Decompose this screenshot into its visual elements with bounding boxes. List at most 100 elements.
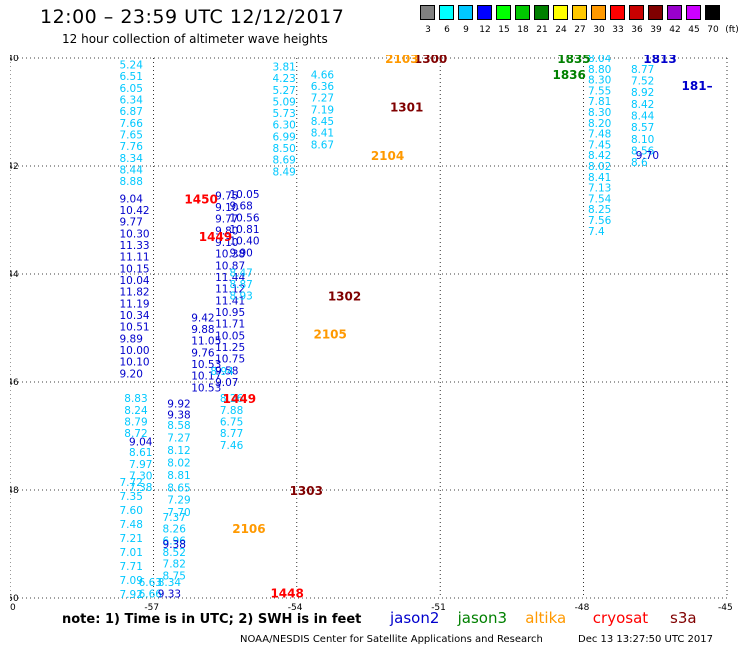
wave-height-value: 6.75	[220, 417, 243, 429]
color-scale-label: 30	[593, 25, 605, 35]
wave-height-value: 8.65	[167, 482, 190, 494]
wave-height-value: 8.26	[163, 524, 187, 536]
wave-height-value: 9.04	[129, 436, 153, 448]
wave-height-value: 11.19	[120, 298, 150, 310]
wave-height-value: 8.45	[311, 116, 334, 128]
color-scale-label: 27	[574, 25, 586, 35]
wave-height-value: 9.10	[215, 202, 238, 214]
wave-height-value: 11.44	[215, 272, 245, 284]
wave-height-value: 8.79	[124, 417, 147, 429]
wave-height-value: 7.55	[588, 85, 611, 97]
wave-height-value: 10.15	[120, 263, 150, 275]
wave-height-value: 6.36	[311, 81, 335, 93]
wave-height-value: 8.81	[167, 470, 190, 482]
wave-height-value: 9.58	[215, 365, 238, 377]
wave-height-value: 9.88	[191, 324, 214, 336]
color-scale-label: (ft)	[725, 25, 739, 35]
wave-height-value: 9.75	[215, 190, 238, 202]
wave-height-value: 5.73	[272, 108, 295, 120]
wave-height-value: 8.87	[229, 279, 252, 291]
lon-tick-label: -54	[288, 603, 303, 613]
wave-height-value: 7.48	[588, 129, 611, 141]
wave-height-value: 8.26	[220, 393, 244, 405]
wave-height-value: 7.27	[167, 433, 190, 445]
wave-height-value: 6.66	[139, 589, 163, 601]
satellite-legend-jason2: jason2	[390, 609, 440, 627]
wave-height-value: 7.30	[129, 471, 152, 483]
wave-height-value: 7.54	[588, 193, 612, 205]
wave-height-value: 8.24	[124, 405, 148, 417]
color-scale-label: 15	[498, 25, 510, 35]
wave-height-value: 7.88	[220, 405, 243, 417]
wave-height-value: 8.72	[124, 428, 147, 440]
wave-height-value: 7.82	[163, 559, 186, 571]
wave-height-value: 7.45	[588, 139, 611, 151]
track-pass-label: 1300	[414, 55, 447, 66]
wave-height-value: 8.56	[631, 145, 655, 157]
color-scale-label: 36	[631, 25, 643, 35]
color-scale-swatch	[610, 5, 625, 20]
wave-height-value: 10.04	[120, 275, 150, 287]
satellite-legend-jason3: jason3	[457, 609, 507, 627]
credit-line: NOAA/NESDIS Center for Satellite Applica…	[240, 634, 543, 645]
satellite-legend-cryosat: cryosat	[592, 609, 649, 627]
altimeter-map: -40 -42 -44 -46 -48 -50-60 -57 -54 -51 -48 -45 5.24…	[10, 55, 733, 613]
wave-height-value: 7.97	[129, 459, 152, 471]
wave-height-value: 8.57	[631, 122, 654, 134]
lat-tick-label: -46	[10, 378, 19, 388]
map-title: 12:00 – 23:59 UTC 12/12/2017	[40, 6, 345, 28]
color-scale-swatch	[629, 5, 644, 20]
color-scale-swatch	[648, 5, 663, 20]
color-scale-label: 3	[425, 25, 431, 35]
wave-height-value: 8.83	[124, 393, 147, 405]
wave-height-value: 7.76	[120, 141, 144, 153]
color-scale-label: 21	[536, 25, 548, 35]
wave-height-value: 8.49	[272, 166, 295, 178]
wave-height-value: 7.48	[120, 519, 143, 531]
wave-height-value: 7.29	[167, 495, 190, 507]
wave-height-value: 11.25	[215, 342, 245, 354]
lat-tick-label: -48	[10, 486, 19, 496]
wave-height-value: 10.00	[120, 345, 150, 357]
lon-tick-label: -60	[10, 603, 16, 613]
wave-height-value: 9.70	[636, 150, 659, 162]
track-pass-label: 1303	[290, 484, 323, 498]
wave-height-value: 9.90	[229, 247, 252, 259]
wave-height-value: 9.10	[215, 237, 238, 249]
wave-height-value: 10.75	[215, 354, 245, 366]
track-pass-label: 1835	[557, 55, 590, 66]
wave-height-value: 8.77	[220, 428, 243, 440]
wave-height-value: 10.81	[229, 224, 259, 236]
wave-height-value: 8.80	[588, 64, 611, 76]
wave-height-value: 11.11	[120, 252, 150, 264]
generation-timestamp: Dec 13 13:27:50 UTC 2017	[578, 634, 713, 645]
wave-height-value: 5.09	[272, 96, 295, 108]
color-scale-swatch	[534, 5, 549, 20]
wave-height-value: 8.92	[631, 87, 654, 99]
color-scale-swatch	[439, 5, 454, 20]
wave-height-value: 8.04	[588, 55, 612, 65]
wave-height-value: 7.37	[163, 512, 186, 524]
wave-height-value: 10.42	[120, 205, 150, 217]
track-pass-label: 1448	[270, 587, 303, 601]
track-pass-label: 1301	[390, 101, 423, 115]
wave-height-value: 10.56	[229, 212, 259, 224]
track-pass-label: 2106	[232, 522, 265, 536]
wave-height-value: 9.20	[120, 368, 143, 380]
wave-height-value: 10.30	[120, 228, 150, 240]
color-scale-swatch	[420, 5, 435, 20]
lon-tick-label: -51	[431, 603, 446, 613]
lat-tick-label: -50	[10, 594, 19, 604]
track-pass-label: 1302	[328, 290, 361, 304]
track-pass-label: 1449	[199, 230, 232, 244]
footnote: note: 1) Time is in UTC; 2) SWH is in fe…	[62, 612, 362, 627]
wave-height-value: 8.30	[588, 107, 611, 119]
color-scale-swatch	[667, 5, 682, 20]
wave-height-value: 8.30	[588, 75, 611, 87]
lat-tick-label: -44	[10, 270, 19, 280]
color-scale-label: 24	[555, 25, 567, 35]
wave-height-value: 10.53	[191, 359, 221, 371]
color-scale-label: 9	[463, 25, 469, 35]
wave-height-value: 6.63	[139, 577, 162, 589]
wave-height-value: 4.66	[311, 69, 335, 81]
